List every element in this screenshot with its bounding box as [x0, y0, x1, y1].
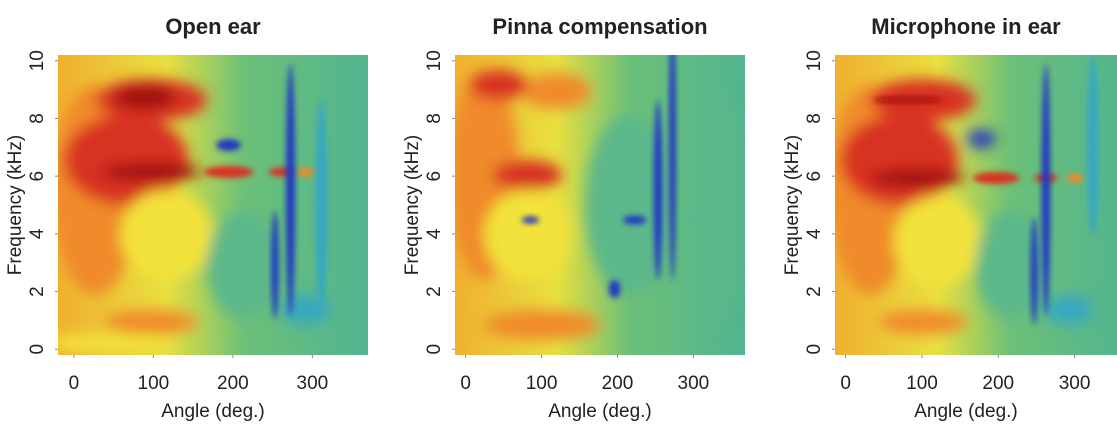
heat-region: [285, 64, 296, 316]
y-tick-label: 6: [424, 171, 445, 182]
x-axis-label: Angle (deg.): [161, 401, 265, 422]
chart-title: Pinna compensation: [492, 14, 707, 39]
heatmap: [58, 55, 368, 355]
heat-region: [492, 160, 563, 190]
x-tick-label: 100: [526, 373, 558, 394]
heat-region: [966, 130, 997, 148]
y-tick-label: 8: [804, 113, 825, 124]
y-tick-label: 0: [27, 344, 48, 355]
y-axis-label: Frequency (kHz): [5, 135, 26, 275]
y-tick-label: 10: [27, 50, 48, 71]
y-axis-label: Frequency (kHz): [402, 135, 423, 275]
heat-region: [315, 100, 328, 310]
y-tick-label: 2: [424, 286, 445, 297]
heat-region: [484, 310, 600, 340]
y-axis-label: Frequency (kHz): [782, 135, 803, 275]
x-tick-label: 300: [1059, 373, 1091, 394]
heat-region: [840, 115, 959, 205]
y-tick-label: 6: [27, 171, 48, 182]
heat-region: [281, 295, 331, 325]
heat-region: [870, 169, 964, 187]
heat-region: [975, 211, 1046, 319]
heat-region: [469, 70, 528, 100]
heat-region: [1045, 295, 1093, 325]
heat-region: [521, 73, 592, 109]
x-tick-label: 200: [982, 373, 1014, 394]
y-tick-label: 2: [27, 286, 48, 297]
heat-region: [101, 163, 201, 181]
heat-region: [972, 172, 1020, 184]
heat-region: [104, 310, 198, 334]
heat-region: [873, 97, 944, 103]
heat-region: [669, 55, 676, 280]
heatmap: [455, 55, 745, 355]
heat-region: [113, 85, 176, 109]
x-tick-label: 0: [840, 373, 851, 394]
heat-region: [893, 196, 982, 286]
heat-region: [120, 190, 213, 280]
heat-region: [585, 115, 673, 295]
heatmap: [835, 55, 1117, 355]
x-tick-label: 300: [297, 373, 329, 394]
heatmap-field: [835, 79, 1093, 334]
heatmap-field: [455, 70, 740, 340]
heat-region: [58, 334, 167, 352]
x-tick-label: 300: [678, 373, 710, 394]
heat-region: [484, 190, 571, 280]
y-tick-label: 4: [804, 228, 825, 239]
y-tick-label: 0: [424, 344, 445, 355]
heat-region: [878, 310, 967, 334]
y-tick-label: 4: [27, 228, 48, 239]
heat-region: [608, 280, 621, 298]
heat-region: [296, 167, 316, 177]
y-tick-label: 8: [27, 113, 48, 124]
heat-region: [271, 211, 279, 319]
y-tick-label: 10: [424, 50, 445, 71]
x-tick-label: 200: [602, 373, 634, 394]
x-tick-label: 100: [138, 373, 170, 394]
y-tick-label: 8: [424, 113, 445, 124]
y-tick-label: 4: [424, 228, 445, 239]
heat-region: [1030, 217, 1038, 325]
y-tick-label: 6: [804, 171, 825, 182]
x-tick-label: 100: [906, 373, 938, 394]
x-axis-label: Angle (deg.): [548, 401, 652, 422]
heatmap-field: [58, 79, 331, 352]
y-tick-label: 10: [804, 50, 825, 71]
heat-region: [64, 115, 189, 205]
x-tick-label: 200: [217, 373, 249, 394]
x-axis-label: Angle (deg.): [914, 401, 1018, 422]
y-tick-label: 0: [804, 344, 825, 355]
heat-region: [1066, 173, 1085, 183]
heat-region: [1086, 55, 1099, 235]
heat-region: [206, 211, 282, 319]
x-tick-label: 0: [460, 373, 471, 394]
heat-region: [216, 139, 241, 151]
chart-title: Open ear: [165, 14, 261, 39]
x-tick-label: 0: [69, 373, 80, 394]
y-tick-label: 2: [804, 286, 825, 297]
heat-region: [521, 216, 540, 224]
heat-region: [692, 85, 740, 325]
heat-region: [1041, 64, 1051, 316]
chart-title: Microphone in ear: [871, 14, 1061, 39]
heat-region: [653, 100, 663, 280]
heat-region: [623, 215, 647, 225]
heat-region: [203, 166, 254, 178]
